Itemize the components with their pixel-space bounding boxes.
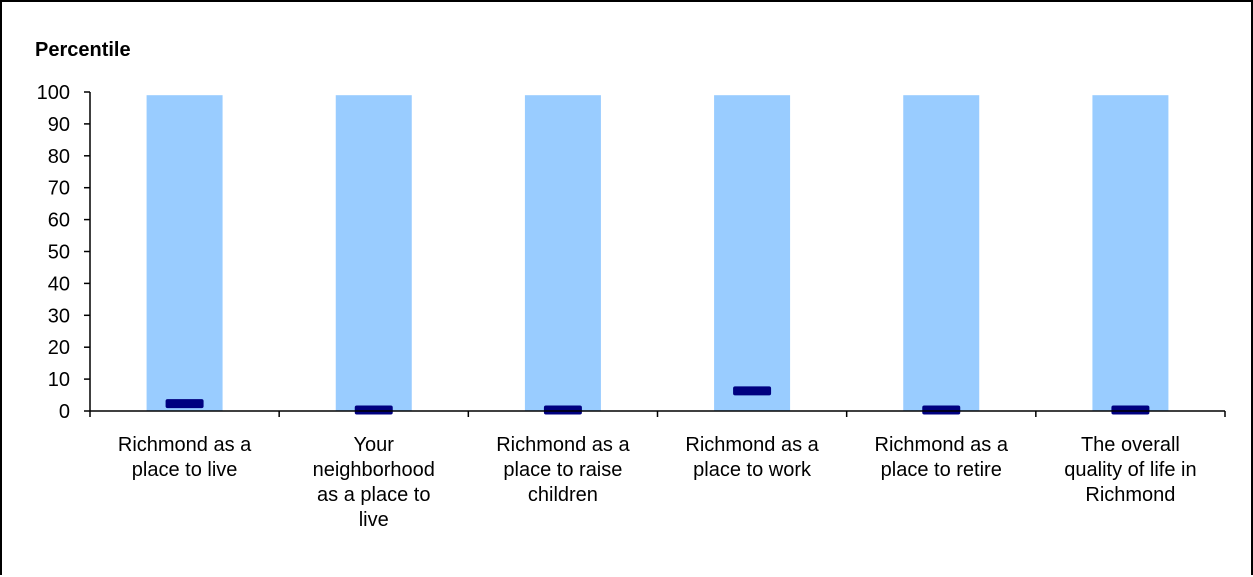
range-bar	[146, 95, 223, 411]
x-category-label: Richmond as a place to retire	[875, 434, 1009, 481]
y-tick-label: 90	[48, 114, 70, 136]
range-bar	[1092, 95, 1169, 411]
range-bar	[335, 95, 412, 411]
value-marker	[165, 399, 204, 409]
y-tick-label: 20	[48, 337, 70, 359]
x-category-label: Richmond as a place to work	[685, 434, 819, 481]
x-category-label: Richmond as a place to live	[118, 434, 252, 481]
value-marker	[922, 405, 961, 415]
y-tick-label: 50	[48, 242, 70, 264]
value-marker	[543, 405, 582, 415]
range-bar	[903, 95, 980, 411]
range-bar	[714, 95, 791, 411]
y-tick-label: 60	[48, 210, 70, 232]
range-bars	[146, 95, 1169, 411]
value-marker	[354, 405, 393, 415]
value-marker	[733, 386, 772, 396]
y-tick-label: 30	[48, 305, 70, 327]
x-category-label: Your neighborhood as a place to live	[313, 434, 435, 531]
value-markers	[165, 386, 1150, 415]
y-tick-label: 70	[48, 178, 70, 200]
y-axis: 0 10 20 30 40 50 60 70 80 90 100	[37, 82, 91, 423]
chart-title: Percentile	[35, 39, 131, 61]
y-tick-label: 40	[48, 273, 70, 295]
value-marker	[1111, 405, 1150, 415]
y-tick-label: 80	[48, 146, 70, 168]
x-axis: Richmond as a place to live Your neighborho…	[89, 410, 1226, 531]
range-bar	[524, 95, 601, 411]
x-category-label: Richmond as a place to raise children	[496, 434, 630, 506]
y-tick-label: 0	[59, 401, 70, 423]
x-category-label: The overall quality of life in Richmond	[1064, 434, 1196, 506]
y-tick-label: 10	[48, 369, 70, 391]
y-tick-label: 100	[37, 82, 70, 104]
